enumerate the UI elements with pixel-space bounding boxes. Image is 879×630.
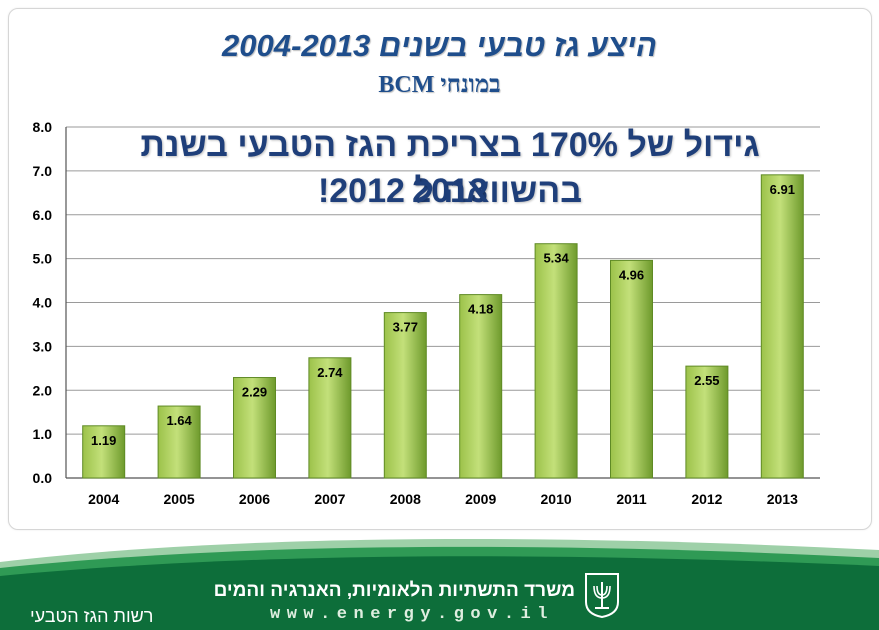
y-tick-label: 7.0 [33, 163, 53, 179]
y-tick-label: 0.0 [33, 470, 53, 486]
y-tick-label: 3.0 [33, 338, 53, 354]
x-tick-label: 2005 [164, 491, 195, 507]
y-tick-label: 6.0 [33, 207, 53, 223]
headline-line-1: גידול של 170% בצריכת הגז הטבעי בשנת 2013 [140, 126, 760, 210]
y-tick-label: 1.0 [33, 426, 53, 442]
footer: משרד התשתיות הלאומיות, האנרגיה והמים www… [0, 528, 879, 630]
y-tick-label: 5.0 [33, 251, 53, 267]
bar-2012 [685, 365, 729, 479]
bar-2006 [233, 377, 276, 479]
bar-2010 [534, 243, 578, 479]
headline-line-2: בהשוואה ל 2012! [317, 172, 583, 210]
x-tick-label: 2009 [465, 491, 496, 507]
bar-value-label: 2.29 [242, 385, 267, 400]
bar-chart: 0.0 1.0 2.0 3.0 4.0 5.0 6.0 7.0 8.0 1.19 1.64 2.29… [33, 119, 820, 507]
ministry-name: משרד התשתיות הלאומיות, האנרגיה והמים [213, 580, 575, 601]
bar-2005 [157, 405, 201, 479]
bar-value-label: 6.91 [770, 182, 795, 197]
bar-2007 [308, 357, 352, 479]
bar-2013 [760, 174, 804, 479]
y-tick-label: 8.0 [33, 119, 53, 135]
bar-value-label: 4.18 [468, 302, 493, 317]
x-tick-label: 2013 [767, 491, 798, 507]
state-emblem-icon [585, 573, 619, 618]
x-tick-label: 2007 [314, 491, 345, 507]
bars [82, 174, 804, 479]
x-tick-label: 2012 [691, 491, 722, 507]
chart-subtitle: במונחי BCM [378, 72, 501, 98]
bar-value-label: 4.96 [619, 267, 644, 282]
y-tick-label: 4.0 [33, 295, 53, 311]
bar-value-label: 2.55 [694, 373, 719, 388]
y-axis-ticks: 0.0 1.0 2.0 3.0 4.0 5.0 6.0 7.0 8.0 [33, 119, 53, 486]
bar-value-label: 3.77 [393, 320, 418, 335]
ministry-url[interactable]: www.energy.gov.il [270, 605, 554, 624]
bar-value-label: 2.74 [317, 365, 343, 380]
chart-title: היצע גז טבעי בשנים 2004-2013 [222, 28, 657, 63]
bar-2004 [82, 425, 126, 479]
bar-value-label: 1.64 [166, 413, 192, 428]
x-tick-label: 2011 [616, 491, 647, 507]
bar-2008 [383, 312, 427, 479]
x-tick-label: 2008 [390, 491, 421, 507]
value-labels: 1.19 1.64 2.29 2.74 3.77 4.18 5.34 4.96 2.55 6.91 [91, 182, 795, 448]
authority-name: רשות הגז הטבעי [30, 606, 154, 626]
footer-wave [0, 538, 879, 630]
x-tick-label: 2004 [88, 491, 119, 507]
y-tick-label: 2.0 [33, 382, 53, 398]
x-tick-label: 2006 [239, 491, 270, 507]
x-tick-label: 2010 [541, 491, 572, 507]
bar-2011 [610, 259, 653, 479]
bar-2009 [459, 294, 503, 479]
x-axis-ticks: 2004 2005 2006 2007 2008 2009 2010 2011 2012 2013 [88, 491, 798, 507]
bar-value-label: 1.19 [91, 433, 116, 448]
bar-value-label: 5.34 [543, 251, 569, 266]
